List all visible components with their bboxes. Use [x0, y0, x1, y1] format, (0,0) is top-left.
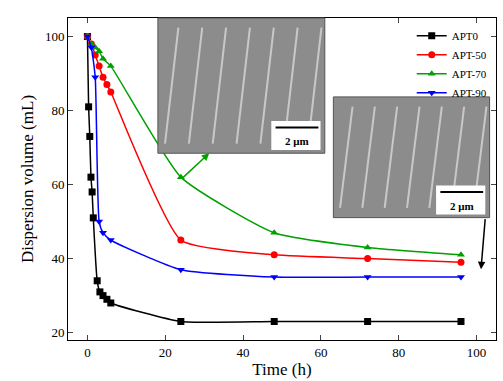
svg-text:20: 20	[159, 345, 172, 360]
svg-text:2 μm: 2 μm	[450, 200, 474, 212]
svg-text:APT-70: APT-70	[452, 68, 487, 80]
svg-text:APT0: APT0	[452, 30, 479, 42]
svg-text:2 μm: 2 μm	[285, 135, 309, 147]
svg-text:40: 40	[51, 251, 64, 266]
svg-text:0: 0	[84, 345, 91, 360]
svg-text:APT-50: APT-50	[452, 49, 487, 61]
svg-text:60: 60	[314, 345, 327, 360]
svg-text:80: 80	[51, 103, 64, 118]
svg-text:100: 100	[45, 29, 65, 44]
svg-text:60: 60	[51, 177, 64, 192]
svg-text:Time (h): Time (h)	[252, 360, 311, 379]
svg-text:100: 100	[467, 345, 487, 360]
svg-text:Dispersion volume (mL): Dispersion volume (mL)	[18, 95, 37, 263]
svg-text:APT-90: APT-90	[452, 87, 487, 99]
svg-text:20: 20	[51, 325, 64, 340]
svg-text:40: 40	[237, 345, 250, 360]
svg-text:80: 80	[392, 345, 405, 360]
